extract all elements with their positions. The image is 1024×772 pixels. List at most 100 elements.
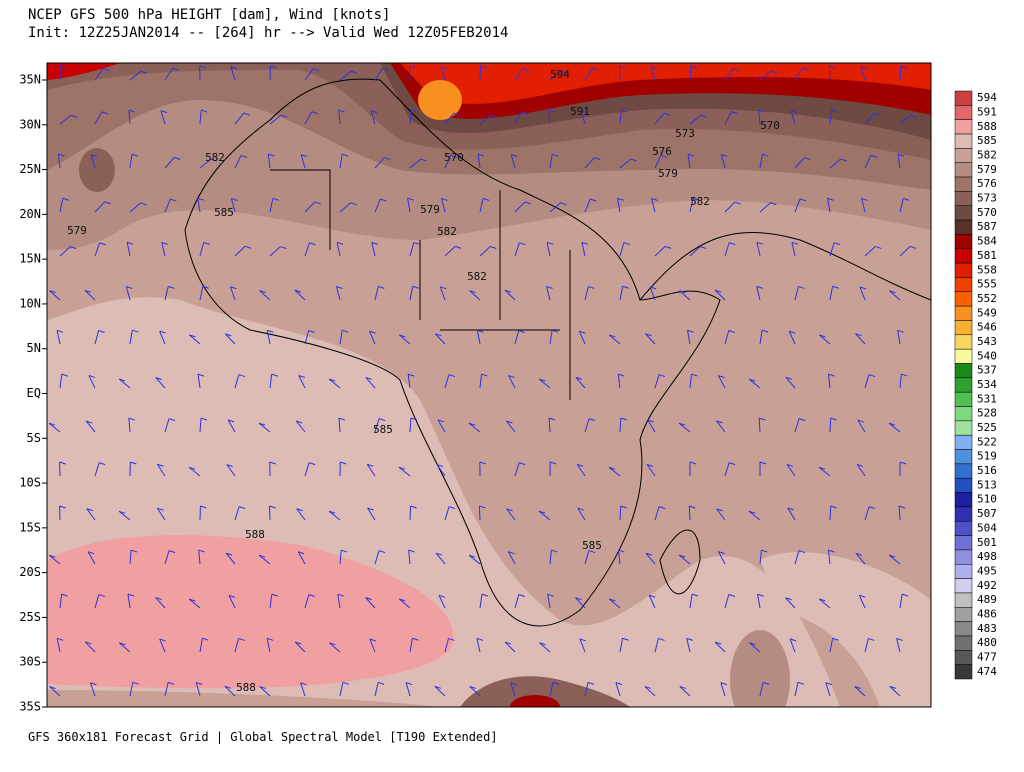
colorbar-swatch (955, 306, 972, 320)
colorbar-swatch (955, 191, 972, 205)
wind-barb (619, 66, 620, 80)
colorbar-label: 495 (977, 564, 997, 577)
contour-label: 588 (236, 681, 256, 694)
colorbar-label: 573 (977, 192, 997, 205)
colorbar-label: 480 (977, 636, 997, 649)
contour-label: 585 (582, 539, 602, 552)
colorbar-label: 555 (977, 278, 997, 291)
colorbar-label: 585 (977, 134, 997, 147)
latitude-label: 15S (19, 520, 41, 534)
colorbar-swatch (955, 234, 972, 248)
colorbar-label: 540 (977, 349, 997, 362)
colorbar-swatch (955, 650, 972, 664)
colorbar-label: 582 (977, 149, 997, 162)
colorbar-swatch (955, 220, 972, 234)
colorbar-label: 519 (977, 450, 997, 463)
latitude-label: EQ (27, 386, 41, 400)
colorbar-label: 474 (977, 665, 997, 678)
colorbar-label: 546 (977, 321, 997, 334)
colorbar-label: 489 (977, 593, 997, 606)
contour-label: 576 (652, 145, 672, 158)
colorbar-label: 501 (977, 536, 997, 549)
contour-label: 582 (467, 270, 487, 283)
colorbar-swatch (955, 450, 972, 464)
wind-barb (410, 506, 411, 520)
latitude-label: 35S (19, 700, 41, 714)
latitude-label: 5N (27, 341, 41, 355)
colorbar-label: 587 (977, 220, 997, 233)
colorbar-swatch (955, 593, 972, 607)
wind-barb (830, 418, 831, 432)
colorbar-swatch (955, 407, 972, 421)
contour-label: 570 (760, 119, 780, 132)
colorbar-swatch (955, 521, 972, 535)
colorbar-swatch (955, 292, 972, 306)
colorbar-label: 537 (977, 364, 997, 377)
colorbar-swatch (955, 148, 972, 162)
latitude-label: 10N (19, 296, 41, 310)
latitude-label: 30N (19, 117, 41, 131)
colorbar-label: 584 (977, 235, 997, 248)
colorbar-swatch (955, 622, 972, 636)
latitude-label: 15N (19, 252, 41, 266)
contour-label: 582 (437, 225, 457, 238)
wind-barb (480, 66, 481, 80)
map-field (47, 63, 931, 730)
colorbar-label: 591 (977, 106, 997, 119)
colorbar-swatch (955, 320, 972, 334)
contour-label: 582 (205, 151, 225, 164)
colorbar-label: 477 (977, 650, 997, 663)
colorbar-swatch (955, 478, 972, 492)
contour-label: 594 (550, 68, 570, 81)
colorbar-swatch (955, 177, 972, 191)
colorbar-swatch (955, 507, 972, 521)
colorbar-swatch (955, 349, 972, 363)
colorbar-label: 522 (977, 435, 997, 448)
colorbar-swatch (955, 363, 972, 377)
colorbar-label: 570 (977, 206, 997, 219)
colorbar-swatch (955, 579, 972, 593)
colorbar-swatch (955, 550, 972, 564)
colorbar-swatch (955, 249, 972, 263)
subtitle: Init: 12Z25JAN2014 -- [264] hr --> Valid… (28, 25, 508, 41)
colorbar-label: 531 (977, 392, 997, 405)
colorbar-label: 516 (977, 464, 997, 477)
colorbar-label: 576 (977, 177, 997, 190)
wind-barb (620, 506, 621, 520)
latitude-label: 35N (19, 73, 41, 87)
colorbar-label: 486 (977, 607, 997, 620)
latitude-label: 20S (19, 565, 41, 579)
colorbar-swatch (955, 163, 972, 177)
latitude-label: 30S (19, 655, 41, 669)
colorbar-label: 510 (977, 493, 997, 506)
colorbar-swatch (955, 91, 972, 105)
colorbar-label: 528 (977, 407, 997, 420)
colorbar-swatch (955, 120, 972, 134)
colorbar-swatch (955, 421, 972, 435)
colorbar-swatch (955, 464, 972, 478)
colorbar-label: 558 (977, 263, 997, 276)
colorbar-swatch (955, 134, 972, 148)
colorbar-label: 534 (977, 378, 997, 391)
footer: GFS 360x181 Forecast Grid | Global Spect… (28, 730, 498, 744)
colorbar-swatch (955, 665, 972, 679)
colorbar-swatch (955, 536, 972, 550)
colorbar-label: 498 (977, 550, 997, 563)
contour-label: 579 (67, 224, 87, 237)
latitude-label: 5S (27, 431, 41, 445)
colorbar-swatch (955, 277, 972, 291)
colorbar-swatch (955, 378, 972, 392)
colorbar-label: 549 (977, 306, 997, 319)
colorbar-swatch (955, 636, 972, 650)
colorbar-swatch (955, 564, 972, 578)
contour-label: 579 (658, 167, 678, 180)
latitude-axis: 35N30N25N20N15N10N5NEQ5S10S15S20S25S30S3… (19, 73, 47, 714)
colorbar-label: 581 (977, 249, 997, 262)
contour-label: 582 (690, 195, 710, 208)
colorbar-swatch (955, 206, 972, 220)
colorbar-label: 579 (977, 163, 997, 176)
colorbar-label: 507 (977, 507, 997, 520)
title: NCEP GFS 500 hPa HEIGHT [dam], Wind [kno… (28, 7, 390, 23)
colorbar-swatch (955, 607, 972, 621)
